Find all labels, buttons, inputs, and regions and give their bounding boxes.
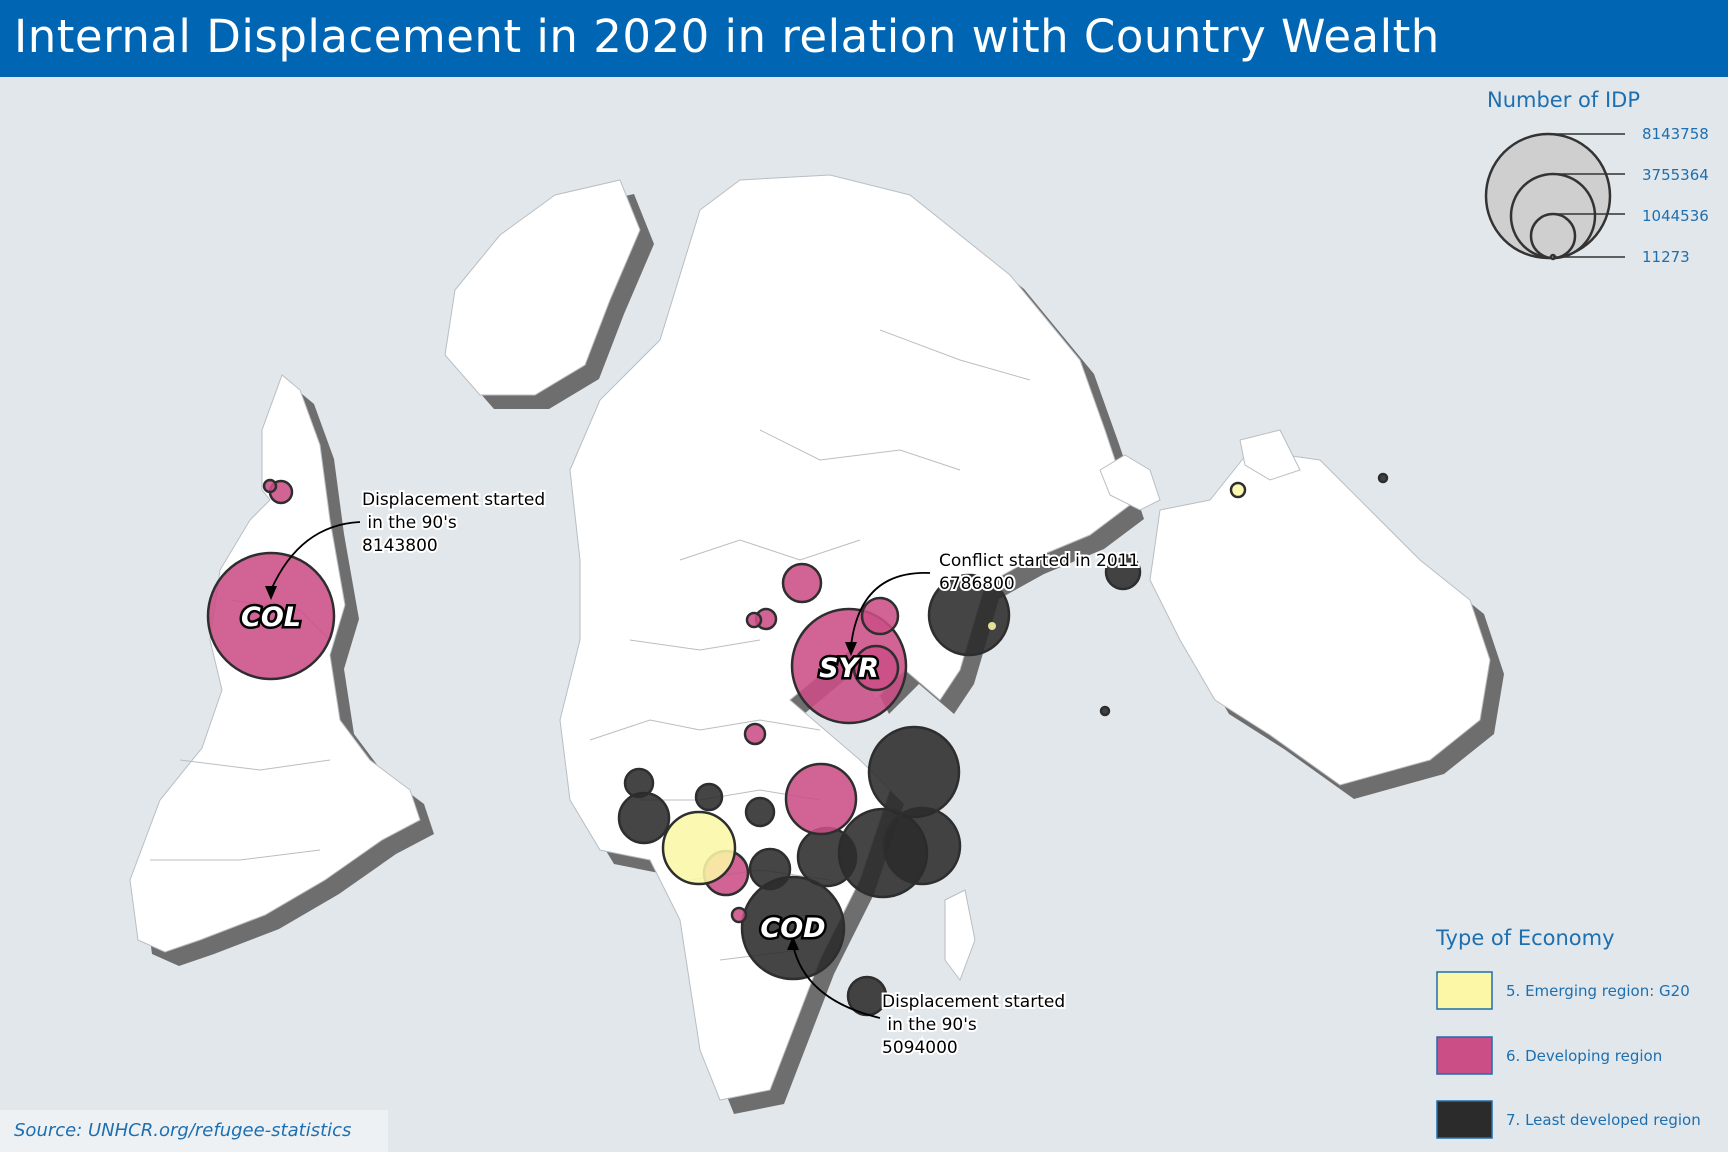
bubble-least-developed xyxy=(1099,705,1111,717)
bubble-least-developed xyxy=(927,573,1011,657)
bubble-developing xyxy=(860,596,900,636)
island xyxy=(1099,454,1161,511)
source-text: Source: UNHCR.org/refugee-statistics xyxy=(14,1120,352,1141)
bubble-least-developed xyxy=(740,875,846,981)
bubble-least-developed xyxy=(882,806,962,886)
bubble-developing xyxy=(743,722,767,746)
annotation-cod-line2: in the 90's xyxy=(882,1015,977,1035)
type-legend-swatch-developing xyxy=(1436,1036,1493,1075)
annotation-col-line1: Displacement started xyxy=(362,490,545,510)
bubble-developing xyxy=(730,906,748,924)
type-legend-swatch-least-developed xyxy=(1436,1100,1493,1139)
bubble-developing xyxy=(262,478,278,494)
bubble-developing xyxy=(781,562,823,604)
annotation-col-line2: in the 90's xyxy=(362,513,457,533)
arrow-cod xyxy=(792,944,881,1019)
arrow-col xyxy=(270,521,361,591)
size-legend-value-3: 1044536 xyxy=(1642,207,1709,225)
header-bar: Internal Displacement in 2020 in relatio… xyxy=(0,0,1728,77)
bubbles xyxy=(206,472,1389,1017)
annotation-cod-line1: Displacement started xyxy=(882,992,1065,1012)
bubble-emerging xyxy=(988,622,996,630)
country-label-syr: SYR xyxy=(819,653,879,684)
bubble-developing xyxy=(784,762,858,836)
map-title: Internal Displacement in 2020 in relatio… xyxy=(14,10,1440,63)
type-legend-title: Type of Economy xyxy=(1435,926,1615,950)
island xyxy=(944,889,976,982)
country-labels: COL SYR COD xyxy=(239,600,882,947)
annotation-arrows xyxy=(270,521,931,1019)
landmass-australia xyxy=(1149,449,1491,786)
bubble-least-developed xyxy=(744,796,776,828)
bubble-developing xyxy=(852,644,900,692)
type-legend-label-developing: 6. Developing region xyxy=(1506,1047,1662,1065)
type-legend-label-emerging: 5. Emerging region: G20 xyxy=(1506,982,1690,1000)
type-legend-label-least-developed: 7. Least developed region xyxy=(1506,1111,1701,1129)
arrow-heads xyxy=(265,586,857,950)
bubble-least-developed xyxy=(748,847,792,891)
bubble-least-developed xyxy=(867,725,961,819)
source-box: Source: UNHCR.org/refugee-statistics xyxy=(0,1110,388,1152)
annotation-col-line3: 8143800 xyxy=(362,536,438,556)
bubble-least-developed xyxy=(796,826,858,888)
annotation-syr-line2: 6786800 xyxy=(939,574,1015,594)
bubble-developing xyxy=(206,551,336,681)
landmass-greenland xyxy=(444,179,641,396)
type-legend: Type of Economy 5. Emerging region: G20 … xyxy=(1435,926,1701,1139)
annotation-cod-line3: 5094000 xyxy=(882,1038,958,1058)
size-legend-value-4: 11273 xyxy=(1642,248,1690,266)
annotation-syr-line1: Conflict started in 2011 xyxy=(939,551,1139,571)
bubble-least-developed xyxy=(1104,553,1142,591)
bubble-least-developed xyxy=(694,782,724,812)
size-legend-circle-3 xyxy=(1529,212,1577,260)
country-label-cod: COD xyxy=(760,913,825,944)
type-legend-swatch-emerging xyxy=(1436,971,1493,1010)
island xyxy=(1239,429,1301,481)
bubble-developing xyxy=(790,607,908,725)
bubble-least-developed xyxy=(1377,472,1389,484)
size-legend-value-2: 3755364 xyxy=(1642,166,1709,184)
size-legend-title: Number of IDP xyxy=(1487,88,1640,112)
annotation-texts: Displacement started in the 90's 8143800… xyxy=(360,488,1141,1060)
bubble-emerging xyxy=(661,810,737,886)
bubble-least-developed xyxy=(623,767,655,799)
size-legend: Number of IDP 8143758 3755364 1044536 11… xyxy=(1484,88,1709,266)
bubble-least-developed xyxy=(617,791,671,845)
arrow-syr xyxy=(850,572,931,647)
bubble-developing xyxy=(745,611,763,629)
world-map: COL SYR COD Displacement started in the … xyxy=(129,88,1709,1139)
size-legend-value-1: 8143758 xyxy=(1642,125,1709,143)
country-label-col: COL xyxy=(241,602,301,633)
bubble-emerging xyxy=(1229,481,1247,499)
